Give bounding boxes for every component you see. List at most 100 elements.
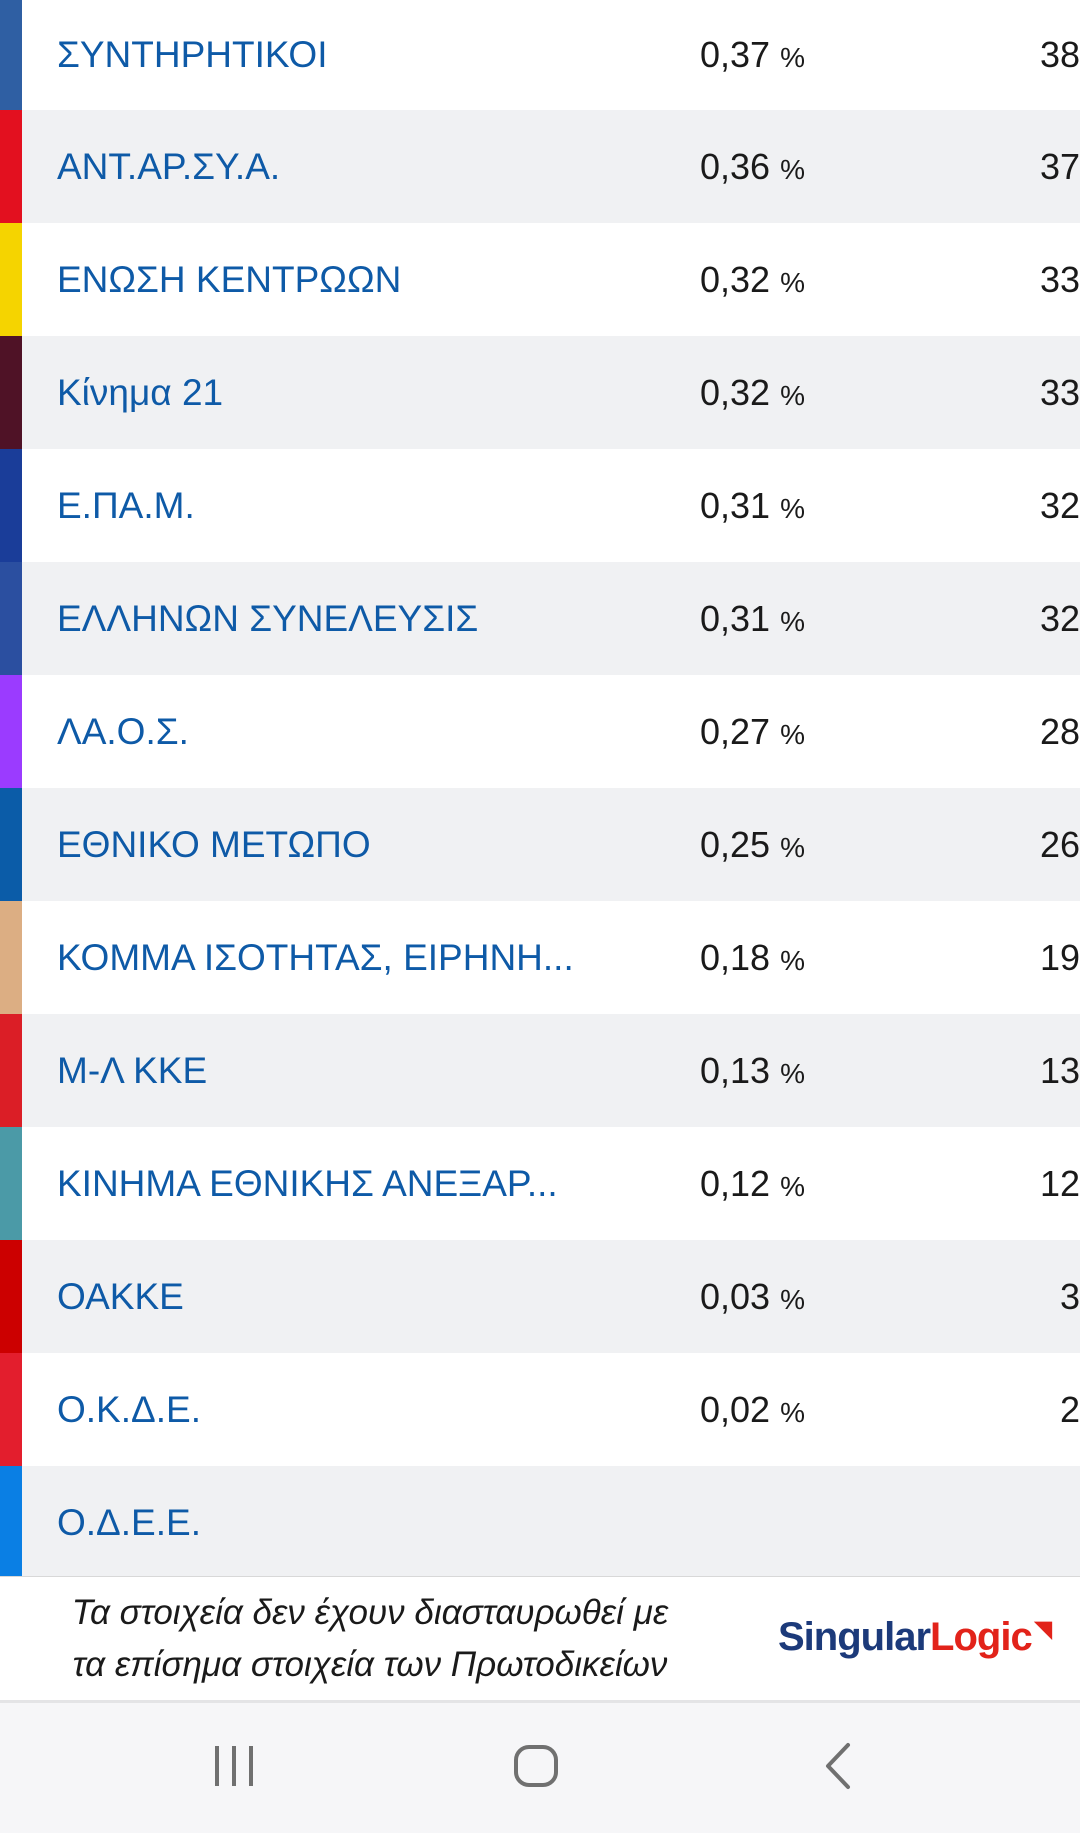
back-icon[interactable] <box>810 1741 870 1791</box>
party-percent-value: 0,36 <box>700 145 771 187</box>
party-percent: 0,36 % <box>700 146 805 188</box>
party-seats: 19 <box>1039 936 1080 978</box>
party-name[interactable]: ΟΑΚΚΕ <box>57 1275 184 1317</box>
party-row[interactable]: Μ-Λ ΚΚΕ 0,13 % 13 <box>0 1014 1080 1127</box>
party-percent: 0,03 % <box>700 1276 805 1318</box>
percent-sign: % <box>780 718 805 750</box>
brand-part-2: Logic <box>930 1615 1033 1659</box>
party-row[interactable]: ΕΝΩΣΗ ΚΕΝΤΡΩΩΝ 0,32 % 33 <box>0 223 1080 336</box>
party-color-bar <box>0 1353 22 1466</box>
percent-sign: % <box>780 379 805 411</box>
party-percent: 0,25 % <box>700 824 805 866</box>
party-name[interactable]: Ο.Κ.Δ.Ε. <box>57 1388 201 1430</box>
party-percent-value: 0,02 <box>700 1388 771 1430</box>
party-row[interactable]: Ε.ΠΑ.Μ. 0,31 % 32 <box>0 449 1080 562</box>
party-name[interactable]: ΚΟΜΜΑ ΙΣΟΤΗΤΑΣ, ΕΙΡΗΝΗ... <box>57 936 574 978</box>
percent-sign: % <box>780 605 805 637</box>
party-color-bar <box>0 1240 22 1353</box>
party-percent-value: 0,32 <box>700 371 771 413</box>
party-color-bar <box>0 562 22 675</box>
percent-sign: % <box>780 831 805 863</box>
party-color-bar <box>0 1466 22 1579</box>
party-row[interactable]: Ο.Κ.Δ.Ε. 0,02 % 2 <box>0 1353 1080 1466</box>
percent-sign: % <box>780 1283 805 1315</box>
party-seats: 37 <box>1039 145 1080 187</box>
party-name[interactable]: ΛΑ.Ο.Σ. <box>57 710 189 752</box>
party-color-bar <box>0 901 22 1014</box>
party-name[interactable]: ΚΙΝΗΜΑ ΕΘΝΙΚΗΣ ΑΝΕΞΑΡ... <box>57 1162 558 1204</box>
party-seats: 33 <box>1039 258 1080 300</box>
party-color-bar <box>0 336 22 449</box>
system-navigation-bar <box>0 1700 1080 1833</box>
singular-logic-logo: SingularLogic◥ <box>778 1615 1052 1660</box>
party-seats: 32 <box>1039 484 1080 526</box>
percent-sign: % <box>780 1170 805 1202</box>
percent-sign: % <box>780 1396 805 1428</box>
party-row[interactable]: ΟΑΚΚΕ 0,03 % 3 <box>0 1240 1080 1353</box>
party-seats: 12 <box>1039 1162 1080 1204</box>
percent-sign: % <box>780 944 805 976</box>
party-percent-value: 0,12 <box>700 1162 771 1204</box>
disclaimer-line-1: Τα στοιχεία δεν έχουν διασταυρωθεί με <box>71 1593 669 1632</box>
party-row[interactable]: ΣΥΝΤΗΡΗΤΙΚΟΙ 0,37 % 38 <box>0 0 1080 110</box>
party-color-bar <box>0 1127 22 1240</box>
percent-sign: % <box>780 42 805 73</box>
party-percent-value: 0,25 <box>700 823 771 865</box>
party-row[interactable]: ΛΑ.Ο.Σ. 0,27 % 28 <box>0 675 1080 788</box>
disclaimer-line-2: τα επίσημα στοιχεία των Πρωτοδικείων <box>72 1645 668 1684</box>
party-percent: 0,12 % <box>700 1163 805 1205</box>
party-name[interactable]: Ο.Δ.Ε.Ε. <box>57 1501 201 1543</box>
party-color-bar <box>0 0 22 110</box>
party-name[interactable]: ΕΘΝΙΚΟ ΜΕΤΩΠΟ <box>57 823 371 865</box>
party-percent-value: 0,32 <box>700 258 771 300</box>
party-color-bar <box>0 1014 22 1127</box>
party-percent-value: 0,31 <box>700 484 771 526</box>
party-name[interactable]: ΑΝΤ.ΑΡ.ΣΥ.Α. <box>57 145 281 187</box>
party-row[interactable]: ΑΝΤ.ΑΡ.ΣΥ.Α. 0,36 % 37 <box>0 110 1080 223</box>
party-color-bar <box>0 223 22 336</box>
party-row[interactable]: ΚΟΜΜΑ ΙΣΟΤΗΤΑΣ, ΕΙΡΗΝΗ... 0,18 % 19 <box>0 901 1080 1014</box>
party-row[interactable]: ΕΛΛΗΝΩΝ ΣΥΝΕΛΕΥΣΙΣ 0,31 % 32 <box>0 562 1080 675</box>
party-color-bar <box>0 110 22 223</box>
home-icon[interactable] <box>506 1741 566 1791</box>
party-percent: 0,13 % <box>700 1050 805 1092</box>
party-name[interactable]: Ε.ΠΑ.Μ. <box>57 484 195 526</box>
footer: Τα στοιχεία δεν έχουν διασταυρωθεί με τα… <box>0 1576 1080 1698</box>
party-row[interactable]: Ο.Δ.Ε.Ε. <box>0 1466 1080 1579</box>
party-percent: 0,27 % <box>700 711 805 753</box>
party-name[interactable]: ΣΥΝΤΗΡΗΤΙΚΟΙ <box>57 34 328 75</box>
party-row[interactable]: ΕΘΝΙΚΟ ΜΕΤΩΠΟ 0,25 % 26 <box>0 788 1080 901</box>
party-name[interactable]: Μ-Λ ΚΚΕ <box>57 1049 208 1091</box>
party-name[interactable]: ΕΛΛΗΝΩΝ ΣΥΝΕΛΕΥΣΙΣ <box>57 597 479 639</box>
party-color-bar <box>0 449 22 562</box>
party-percent: 0,31 % <box>700 598 805 640</box>
party-percent-value: 0,31 <box>700 597 771 639</box>
party-row[interactable]: Κίνημα 21 0,32 % 33 <box>0 336 1080 449</box>
party-row[interactable]: ΚΙΝΗΜΑ ΕΘΝΙΚΗΣ ΑΝΕΞΑΡ... 0,12 % 12 <box>0 1127 1080 1240</box>
party-seats: 2 <box>1059 1388 1080 1430</box>
party-name[interactable]: Κίνημα 21 <box>57 371 224 413</box>
party-percent: 0,02 % <box>700 1389 805 1431</box>
party-color-bar <box>0 788 22 901</box>
party-seats: 32 <box>1039 597 1080 639</box>
percent-sign: % <box>780 266 805 298</box>
party-seats: 3 <box>1059 1275 1080 1317</box>
party-name[interactable]: ΕΝΩΣΗ ΚΕΝΤΡΩΩΝ <box>57 258 402 300</box>
party-seats: 13 <box>1039 1049 1080 1091</box>
disclaimer-text: Τα στοιχεία δεν έχουν διασταυρωθεί με τα… <box>0 1587 740 1691</box>
brand-tick-icon: ◥ <box>1033 1616 1052 1643</box>
percent-sign: % <box>780 153 805 185</box>
percent-sign: % <box>780 492 805 524</box>
party-seats: 28 <box>1039 710 1080 752</box>
party-seats: 26 <box>1039 823 1080 865</box>
party-percent: 0,18 % <box>700 937 805 979</box>
party-percent-value: 0,18 <box>700 936 771 978</box>
party-percent-value: 0,03 <box>700 1275 771 1317</box>
party-percent-value: 0,37 <box>700 34 771 75</box>
party-seats: 33 <box>1039 371 1080 413</box>
party-seats: 38 <box>1039 34 1080 75</box>
recent-apps-icon[interactable] <box>204 1741 264 1791</box>
party-percent-value: 0,27 <box>700 710 771 752</box>
percent-sign: % <box>780 1057 805 1089</box>
